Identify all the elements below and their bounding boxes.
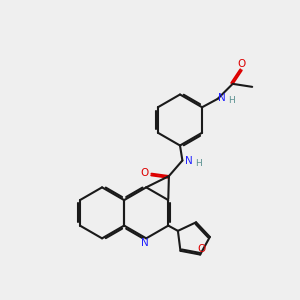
Text: N: N xyxy=(184,156,192,167)
Text: O: O xyxy=(198,244,206,254)
Text: O: O xyxy=(238,59,246,69)
Text: N: N xyxy=(141,238,148,248)
Text: N: N xyxy=(218,93,226,103)
Text: H: H xyxy=(228,96,235,105)
Text: O: O xyxy=(141,168,149,178)
Text: H: H xyxy=(195,159,201,168)
